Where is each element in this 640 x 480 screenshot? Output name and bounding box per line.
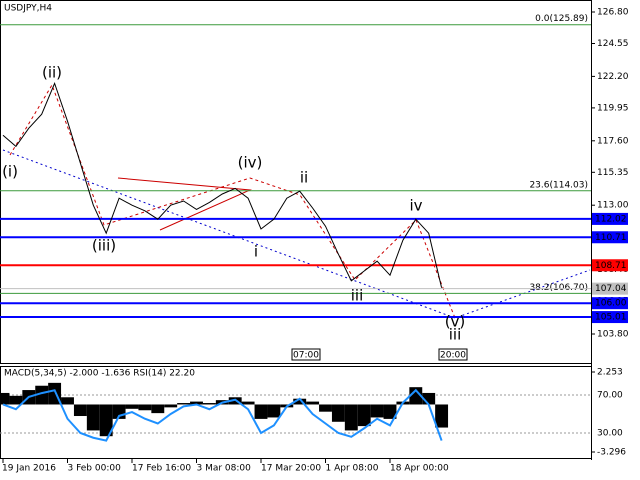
level-box [592,311,628,324]
wave-line [9,83,456,319]
macd-bar [9,395,23,405]
y-tick-label: -3.296 [597,448,626,458]
x-tick-label: 3 Feb 00:00 [68,464,122,474]
level-box [592,259,628,272]
wave-label: (iii) [92,237,116,255]
macd-bar [306,401,320,405]
y-tick-label: 103.80 [597,330,629,340]
macd-bar [138,404,152,411]
fib-label: 23.6(114.03) [529,180,588,190]
macd-bar [73,404,87,417]
level-label: 110.71 [595,233,627,243]
x-tick-label: 3 Mar 08:00 [197,464,252,474]
macd-bar [202,403,216,405]
x-tick-label: 19 Jan 2016 [2,464,56,474]
fib-label: 38.2(106.70) [529,283,588,293]
wave-label: iii [449,326,462,344]
macd-bar [370,404,384,418]
macd-bar [383,404,397,419]
wave-label: iv [409,197,422,215]
macd-bar [177,403,191,405]
x-tick-label: 1 Apr 08:00 [326,464,379,474]
wave-label: (iv) [238,154,263,172]
x-tick-label: 17 Mar 20:00 [261,464,321,474]
macd-bar [0,392,10,405]
chart-title: USDJPY,H4 [4,4,52,14]
macd-bar [319,404,332,412]
macd-bar [99,404,113,437]
macd-bar [125,404,139,409]
level-box [592,282,628,295]
indicator-title: MACD(5,34,5) -2.000 -1.636 RSI(14) 22.20 [4,369,195,379]
level-label: 107.04 [595,284,627,294]
macd-bar [190,401,203,405]
time-box [291,348,321,361]
wave-label: i [254,243,258,261]
wave-label: (i) [2,163,18,181]
level-box [592,231,628,244]
rsi-line [2,388,443,442]
wave-label: ii [300,169,308,187]
level-label: 105.01 [595,313,627,323]
macd-bar [86,404,100,431]
x-tick-label: 17 Feb 16:00 [132,464,191,474]
macd-bar [435,404,449,428]
trend-line [2,149,591,319]
level-label: 112.02 [595,214,627,224]
y-tick-label: 2.253 [597,368,623,378]
level-box [592,212,628,225]
wave-label: iii [351,287,364,305]
time-box [438,348,468,361]
level-label: 108.71 [595,261,627,271]
y2-tick-label: 30.00 [597,428,623,438]
macd-bar [344,404,358,431]
y-tick-label: 126.80 [597,8,629,18]
y-tick-label: 119.95 [597,103,629,113]
macd-bar [164,404,178,408]
macd-bar [35,385,49,405]
macd-bar [267,404,281,418]
macd-bar [61,397,74,405]
y-tick-label: 124.55 [597,39,629,49]
time-label: 20:00 [440,351,466,361]
macd-bar [422,392,436,405]
macd-bar [331,404,345,422]
macd-bar [241,401,255,405]
macd-bar [293,398,307,405]
wave-label: (ii) [42,64,62,82]
triangle [117,177,252,231]
x-tick-label: 18 Apr 00:00 [390,464,449,474]
macd-bar [357,404,371,427]
fib-label: 0.0(125.89) [535,14,588,24]
macd-bar [151,404,165,414]
y2-tick-label: 70.00 [597,390,623,400]
price-line [2,81,443,288]
level-label: 106.00 [595,299,627,309]
y-tick-label: 117.60 [597,136,629,146]
time-label: 07:00 [293,351,319,361]
level-box [592,297,628,310]
y-tick-label: 122.20 [597,72,629,82]
wave-label: (v) [445,313,466,331]
macd-bar [409,387,423,405]
y-tick-label: 115.35 [597,168,629,178]
macd-bar [254,404,268,419]
y-tick-label: 113.00 [597,201,629,211]
